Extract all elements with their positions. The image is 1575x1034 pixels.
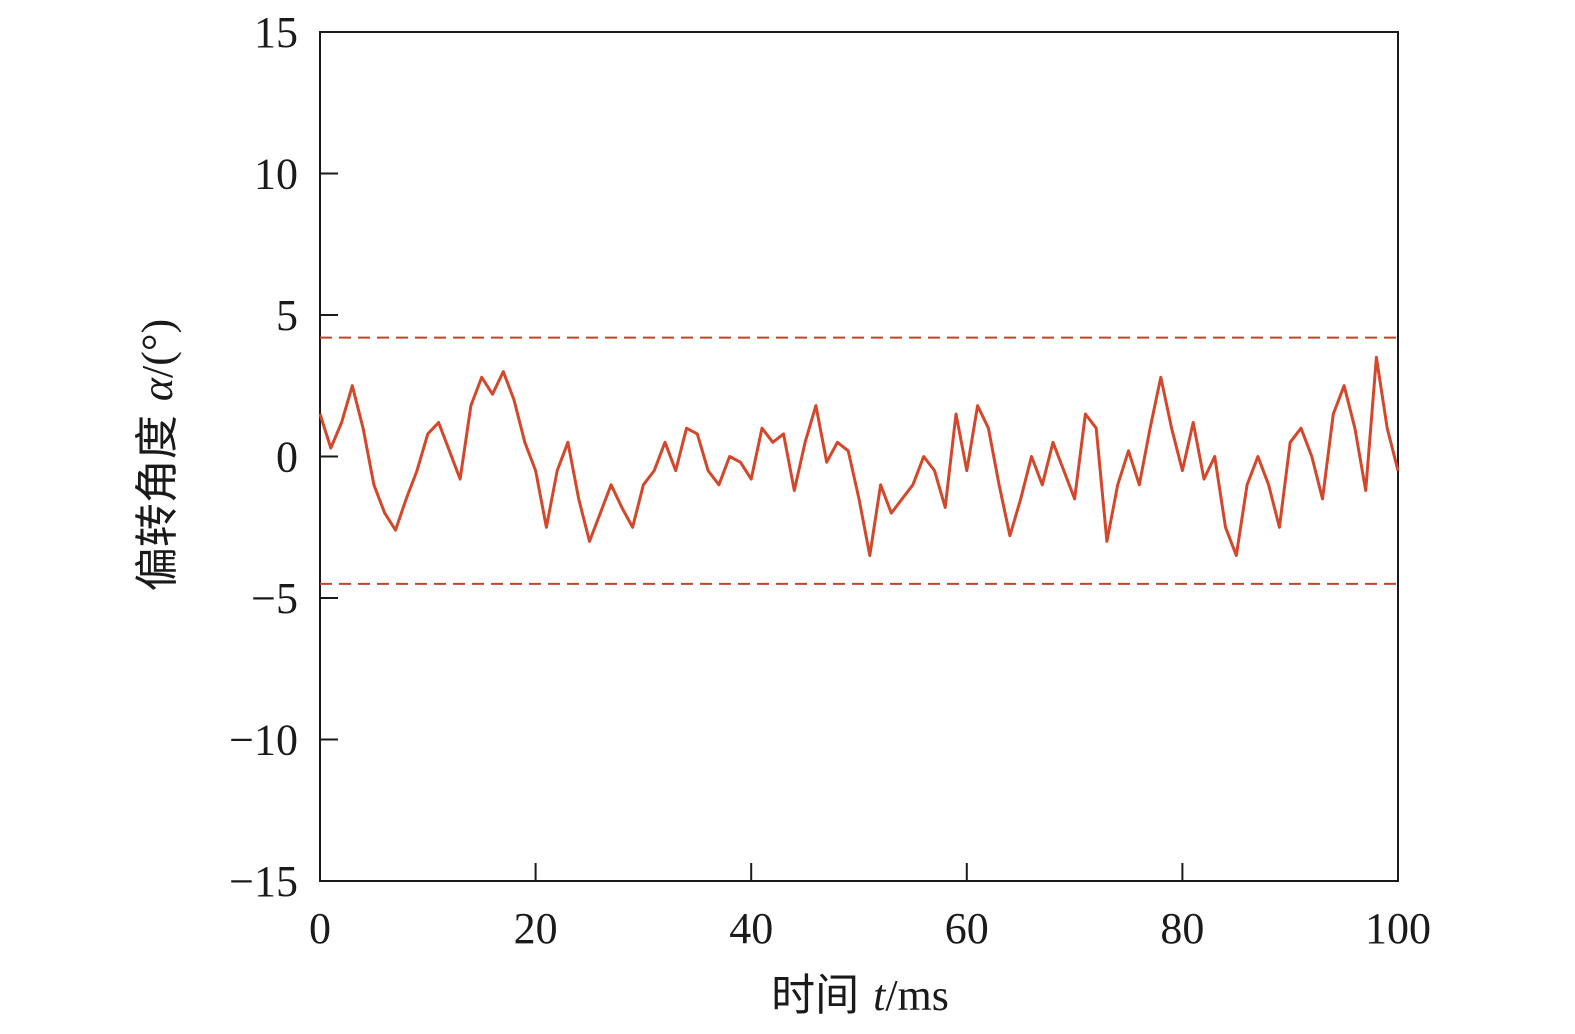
y-tick-label--15: −15	[229, 857, 298, 906]
x-tick-label-0: 0	[309, 904, 331, 953]
x-tick-label-20: 20	[514, 904, 558, 953]
y-tick-label-0: 0	[276, 433, 298, 482]
x-tick-label-40: 40	[729, 904, 773, 953]
x-axis-label: 时间 t/ms	[771, 970, 949, 1021]
y-tick-label-15: 15	[254, 8, 298, 57]
y-tick-label--10: −10	[229, 716, 298, 765]
y-axis-label: 偏转角度 α/(°)	[132, 319, 183, 591]
y-tick-label--5: −5	[251, 574, 298, 623]
x-tick-label-100: 100	[1365, 904, 1431, 953]
series-line	[318, 355, 1400, 557]
x-tick-label-80: 80	[1160, 904, 1204, 953]
plot-frame	[319, 31, 1399, 882]
x-tick-label-60: 60	[945, 904, 989, 953]
y-tick-label-5: 5	[276, 291, 298, 340]
y-tick-label-10: 10	[254, 150, 298, 199]
